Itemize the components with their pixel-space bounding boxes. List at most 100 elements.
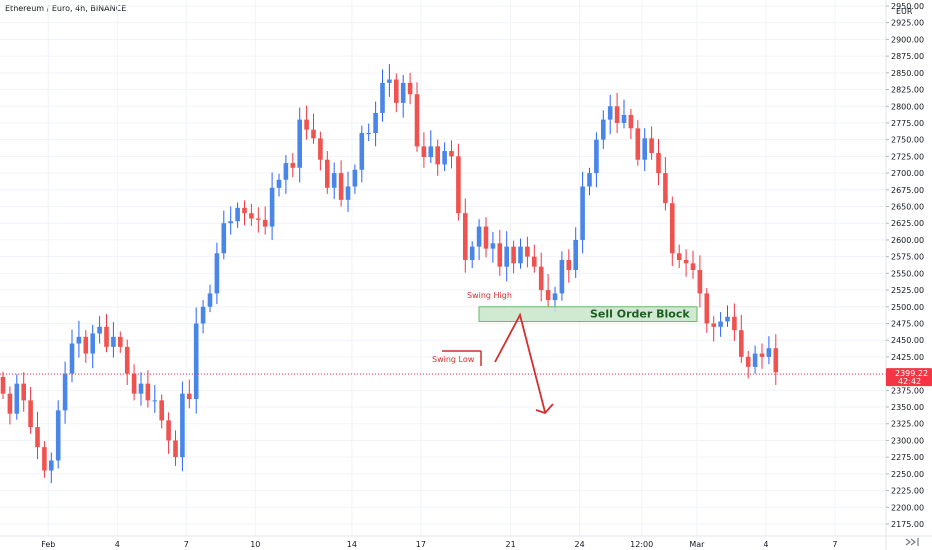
candle-body — [0, 376, 6, 394]
candle-body — [290, 163, 296, 168]
candle-body — [76, 336, 82, 344]
current-price-badge — [886, 368, 932, 387]
swing-low-label: Swing Low — [432, 355, 475, 364]
candle-body — [690, 263, 696, 271]
candle-body — [538, 266, 544, 291]
candle-body — [725, 316, 730, 322]
y-tick-label: 2775.00 — [891, 119, 924, 128]
candle-body — [635, 128, 641, 160]
candle-body — [497, 243, 503, 267]
candle-body — [421, 146, 427, 158]
candle-body — [49, 460, 54, 471]
candle-body — [21, 383, 26, 401]
y-tick-label: 2350.00 — [891, 403, 924, 412]
projection-arrowhead — [535, 403, 554, 415]
y-tick-label: 2275.00 — [891, 453, 924, 462]
scroll-to-end-button[interactable] — [900, 536, 928, 548]
y-tick-label: 2475.00 — [891, 319, 924, 328]
candle-body — [187, 393, 192, 400]
candle-body — [124, 346, 130, 374]
candle-body — [152, 400, 158, 402]
y-tick-label: 2200.00 — [891, 503, 924, 512]
y-axis: 2175.00 2200.00 2225.00 2250.00 2275.00 2300.… — [885, 0, 932, 550]
candle-body — [83, 336, 89, 354]
candle-body — [511, 246, 516, 264]
candle-body — [35, 427, 40, 448]
y-tick-label: 2175.00 — [891, 520, 924, 529]
candle-body — [697, 270, 703, 294]
candle-body — [366, 132, 371, 134]
y-tick-label: 2525.00 — [891, 286, 924, 295]
candle-body — [166, 420, 171, 441]
candle-body — [573, 239, 578, 271]
candle-body — [249, 213, 254, 219]
x-tick-label: Feb — [41, 540, 55, 549]
y-tick-label: 2950.00 — [891, 2, 924, 11]
candle-body — [42, 447, 47, 471]
y-tick-label: 2875.00 — [891, 52, 924, 61]
candle-body — [235, 207, 240, 222]
candle-body — [228, 221, 233, 224]
grid — [0, 0, 886, 536]
candle-body — [269, 187, 275, 227]
candle-body — [256, 218, 261, 220]
y-tick-label: 2850.00 — [891, 69, 924, 78]
candle-body — [200, 306, 206, 324]
sell-order-block-label: Sell Order Block — [590, 307, 690, 320]
candle-body — [62, 373, 68, 411]
candle-body — [766, 348, 772, 357]
candle-body — [242, 207, 247, 214]
candle-body — [449, 151, 454, 157]
candle-body — [331, 173, 337, 188]
y-tick-label: 2675.00 — [891, 186, 924, 195]
candle-body — [463, 213, 468, 260]
candle-body — [752, 353, 758, 367]
candle-body — [159, 400, 164, 421]
candle-body — [642, 138, 647, 160]
x-tick-label: 7 — [832, 540, 837, 549]
candle-body — [359, 132, 365, 170]
candle-body — [90, 333, 95, 354]
x-tick-label: 4 — [115, 540, 120, 549]
y-tick-label: 2450.00 — [891, 336, 924, 345]
scroll-right-icon — [905, 538, 919, 546]
candle-body — [283, 163, 289, 180]
candle-body — [325, 159, 330, 188]
sell-order-block-zone[interactable] — [478, 306, 698, 322]
y-tick-label: 2250.00 — [891, 470, 924, 479]
candle-body — [304, 119, 309, 130]
candle-body — [400, 82, 406, 103]
candle-body — [483, 226, 489, 249]
candle-body — [97, 326, 102, 334]
y-tick-label: 2225.00 — [891, 487, 924, 496]
candle-body — [373, 112, 378, 133]
candle-body — [262, 219, 268, 227]
x-tick-label: Mar — [689, 540, 705, 549]
candle-body — [414, 94, 420, 147]
candle-body — [428, 146, 434, 158]
projection-path — [494, 312, 546, 413]
candle-body — [601, 119, 606, 140]
y-tick-label: 2375.00 — [891, 386, 924, 395]
candle-body — [532, 256, 537, 267]
candle-body — [28, 400, 33, 428]
candle-body — [614, 106, 620, 123]
candle-body — [773, 348, 779, 373]
candle-body — [545, 290, 551, 301]
candle-body — [173, 440, 178, 458]
candle-body — [711, 323, 716, 327]
candle-body — [456, 156, 461, 214]
candle-body — [607, 106, 613, 120]
candle-body — [435, 146, 440, 165]
x-tick-label: 24 — [575, 540, 585, 549]
annotations: Sell Order Block Swing High Swing Low — [0, 291, 886, 415]
y-tick-label: 2825.00 — [891, 86, 924, 95]
x-tick-label: 17 — [416, 540, 426, 549]
candle-body — [552, 293, 558, 301]
candle-body — [14, 383, 20, 414]
candle-body — [656, 153, 661, 174]
x-tick-label: 21 — [506, 540, 516, 549]
candle-body — [104, 326, 109, 347]
candles — [0, 64, 779, 484]
